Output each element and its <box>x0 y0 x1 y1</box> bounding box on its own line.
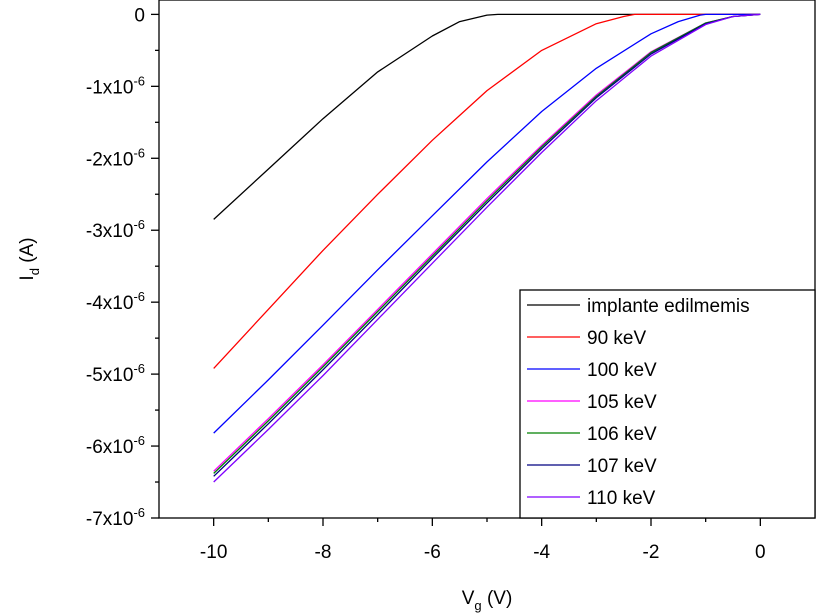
x-tick-label: -10 <box>200 542 227 563</box>
x-tick-label: 0 <box>755 542 766 563</box>
y-axis-label: Id (A) <box>17 237 42 280</box>
y-tick-label: -4x10-6 <box>86 289 145 314</box>
y-tick-label: -3x10-6 <box>86 217 145 242</box>
y-axis-ticks: 0 -1x10-6 -2x10-6 -3x10-6 -4x10-6 -5x10-6 -6x1… <box>86 5 159 530</box>
legend-label: 105 keV <box>587 392 657 413</box>
series-line-1 <box>213 13 761 369</box>
y-tick-label: 0 <box>134 5 145 26</box>
series-lines <box>213 13 761 483</box>
y-tick-label: -6x10-6 <box>86 433 145 458</box>
x-axis-label: Vg (V) <box>462 588 513 613</box>
x-tick-label: -2 <box>643 542 660 563</box>
legend-label: 106 keV <box>587 424 657 445</box>
y-tick-label: -2x10-6 <box>86 145 145 170</box>
legend-label: implante edilmemis <box>587 296 750 317</box>
x-tick-label: -4 <box>533 542 550 563</box>
series-line-6 <box>213 13 761 483</box>
series-line-2 <box>213 13 761 434</box>
legend-box <box>519 289 816 519</box>
x-tick-label: -8 <box>315 542 332 563</box>
x-axis-ticks: -10 -8 -6 -4 -2 0 <box>200 518 766 563</box>
x-tick-label: -6 <box>424 542 441 563</box>
legend-label: 107 keV <box>587 456 657 477</box>
y-tick-label: -1x10-6 <box>86 73 145 98</box>
legend: implante edilmemis 90 keV 100 keV 105 keV 10… <box>519 289 816 519</box>
legend-label: 110 keV <box>587 488 656 509</box>
legend-label: 90 keV <box>587 328 646 349</box>
legend-label: 100 keV <box>587 360 657 381</box>
y-tick-label: -5x10-6 <box>86 361 145 386</box>
series-line-0 <box>213 13 761 220</box>
y-tick-label: -7x10-6 <box>86 505 145 530</box>
